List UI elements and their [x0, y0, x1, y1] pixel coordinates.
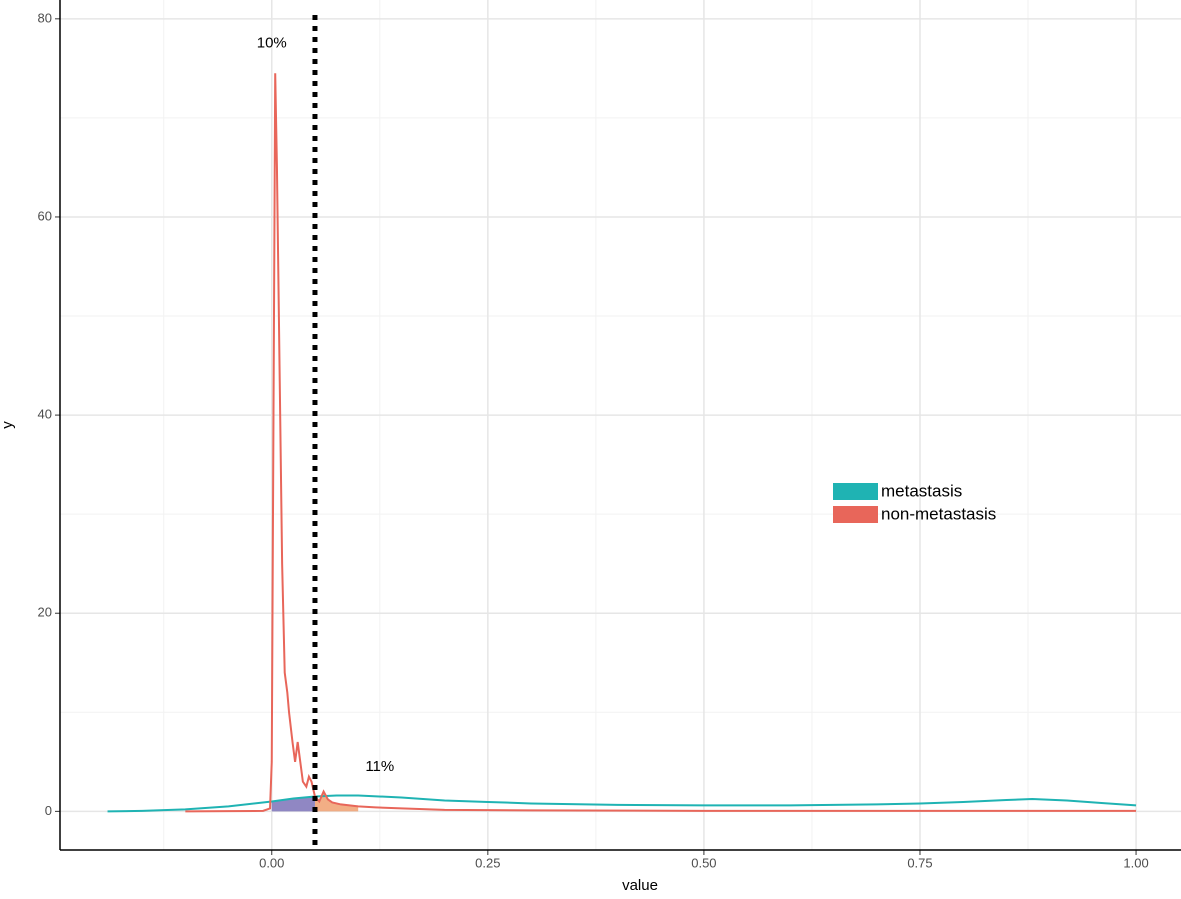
x-tick-label: 1.00 [1123, 855, 1148, 870]
y-tick-label: 60 [38, 208, 52, 223]
y-tick-label: 80 [38, 10, 52, 25]
density-line [107, 794, 1137, 813]
y-tick-label: 40 [38, 407, 52, 422]
annotation: 11% [365, 758, 394, 775]
legend-label: non-metastasis [881, 504, 996, 523]
legend-key [833, 506, 878, 523]
x-tick-label: 0.00 [259, 855, 284, 870]
y-tick-label: 20 [38, 605, 52, 620]
y-tick-label: 0 [45, 803, 52, 818]
legend-key [833, 483, 878, 500]
legend-label: metastasis [881, 481, 962, 500]
density-line [185, 73, 1137, 813]
x-tick-label: 0.50 [691, 855, 716, 870]
annotation: 10% [257, 35, 287, 52]
x-tick-label: 0.25 [475, 855, 500, 870]
x-axis-label: value [622, 877, 658, 894]
y-axis-label: y [0, 421, 16, 429]
x-tick-label: 0.75 [907, 855, 932, 870]
